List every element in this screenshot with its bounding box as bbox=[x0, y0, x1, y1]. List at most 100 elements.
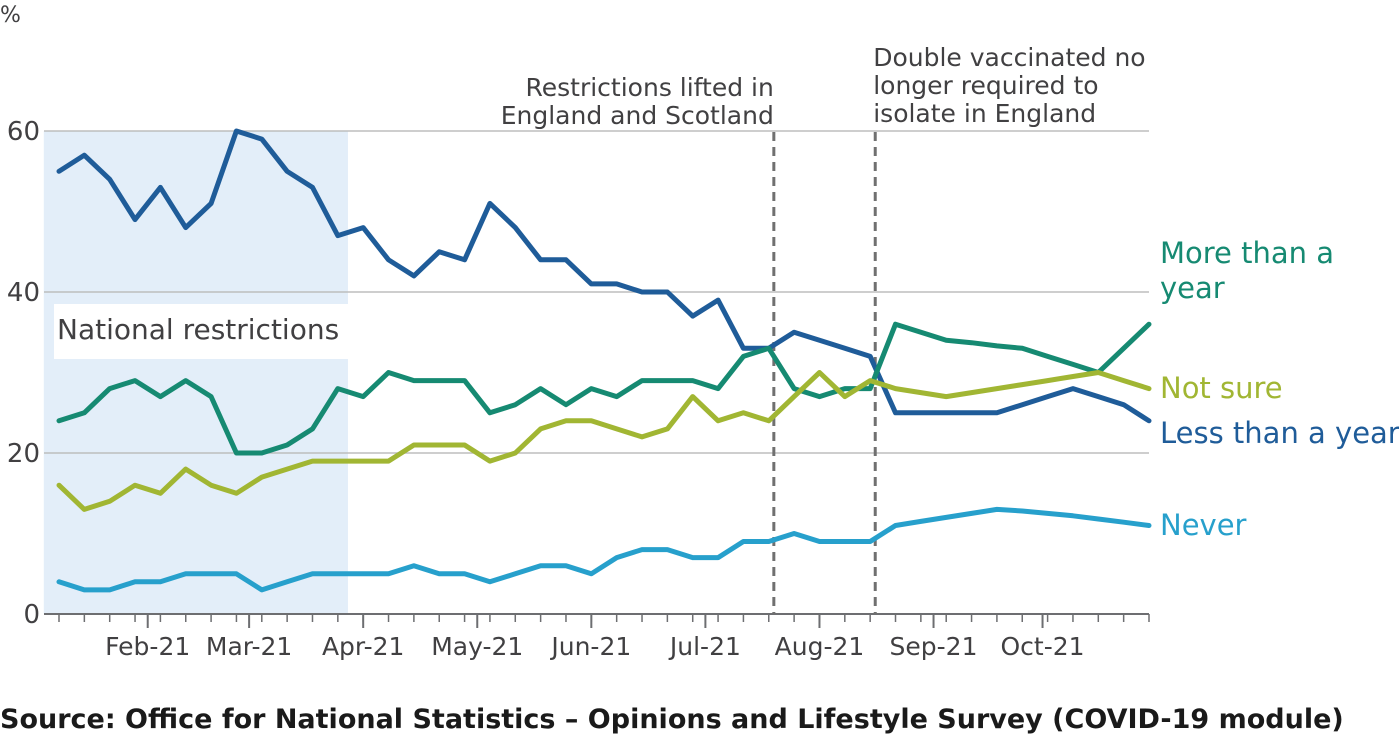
data-point-less-than-a-year bbox=[83, 154, 86, 156]
data-point-never bbox=[260, 589, 263, 591]
data-point-not-sure bbox=[920, 391, 922, 394]
data-point-less-than-a-year bbox=[514, 226, 517, 229]
data-point-less-than-a-year bbox=[590, 283, 593, 285]
data-point-never bbox=[413, 564, 415, 567]
data-point-more-than-a-year bbox=[691, 379, 694, 382]
data-point-less-than-a-year bbox=[311, 186, 314, 189]
data-point-more-than-a-year bbox=[413, 379, 415, 382]
data-point-not-sure bbox=[742, 411, 745, 414]
data-point-never bbox=[210, 572, 212, 575]
data-point-less-than-a-year bbox=[159, 186, 162, 189]
data-point-less-than-a-year bbox=[260, 138, 263, 140]
data-point-more-than-a-year bbox=[286, 444, 288, 446]
data-point-not-sure bbox=[945, 395, 948, 398]
x-tick-label-May-21: May-21 bbox=[431, 632, 523, 661]
data-point-not-sure bbox=[337, 460, 339, 462]
series-points-less-than-a-year bbox=[58, 130, 1150, 422]
data-point-more-than-a-year bbox=[793, 387, 795, 390]
data-point-never bbox=[920, 520, 922, 523]
data-point-not-sure bbox=[260, 476, 263, 478]
data-point-never bbox=[818, 540, 821, 543]
data-point-more-than-a-year bbox=[260, 452, 263, 454]
data-point-not-sure bbox=[641, 436, 643, 438]
data-point-less-than-a-year bbox=[1021, 403, 1024, 406]
data-point-not-sure bbox=[159, 492, 162, 495]
data-point-not-sure bbox=[184, 468, 187, 470]
series-line-less-than-a-year bbox=[56, 128, 1152, 424]
data-point-never bbox=[514, 572, 517, 575]
data-point-more-than-a-year bbox=[210, 395, 212, 398]
data-point-never bbox=[1122, 521, 1125, 524]
data-point-less-than-a-year bbox=[818, 339, 821, 342]
series-end-label-more-than-a-year: More than a bbox=[1160, 236, 1334, 270]
data-point-not-sure bbox=[1046, 379, 1049, 382]
data-point-less-than-a-year bbox=[413, 275, 415, 277]
data-point-not-sure bbox=[413, 444, 415, 446]
series-points-more-than-a-year bbox=[58, 323, 1150, 454]
data-point-not-sure bbox=[1148, 387, 1150, 390]
data-point-never bbox=[286, 581, 288, 583]
data-point-more-than-a-year bbox=[184, 379, 187, 382]
data-point-never bbox=[996, 508, 998, 511]
data-point-less-than-a-year bbox=[286, 170, 288, 173]
data-point-not-sure bbox=[590, 420, 593, 422]
data-point-not-sure bbox=[793, 395, 795, 398]
data-point-never bbox=[311, 572, 314, 575]
data-point-never bbox=[742, 540, 745, 543]
national-restrictions-label: National restrictions bbox=[57, 313, 339, 346]
data-point-not-sure bbox=[83, 508, 86, 511]
data-point-never bbox=[767, 540, 770, 543]
data-point-never bbox=[159, 581, 162, 583]
data-point-more-than-a-year bbox=[615, 395, 618, 398]
data-point-less-than-a-year bbox=[641, 291, 643, 293]
x-tick-label-Jul-21: Jul-21 bbox=[668, 632, 741, 661]
data-point-not-sure bbox=[58, 484, 60, 487]
data-point-more-than-a-year bbox=[362, 395, 364, 398]
data-point-never bbox=[844, 540, 846, 543]
data-point-less-than-a-year bbox=[210, 202, 212, 205]
data-point-less-than-a-year bbox=[184, 226, 187, 229]
data-point-not-sure bbox=[1097, 371, 1100, 374]
data-point-never bbox=[869, 540, 871, 543]
data-point-not-sure bbox=[615, 428, 618, 430]
data-point-less-than-a-year bbox=[58, 170, 60, 173]
data-point-more-than-a-year bbox=[565, 403, 567, 406]
data-point-not-sure bbox=[717, 420, 719, 422]
data-point-not-sure bbox=[311, 460, 314, 462]
data-point-not-sure bbox=[818, 371, 821, 374]
series-end-label-never: Never bbox=[1160, 508, 1247, 542]
source-note: Source: Office for National Statistics –… bbox=[0, 704, 1344, 735]
data-point-more-than-a-year bbox=[539, 387, 542, 390]
data-point-less-than-a-year bbox=[539, 259, 542, 261]
data-point-never bbox=[387, 572, 390, 575]
data-point-more-than-a-year bbox=[894, 323, 897, 326]
data-point-never bbox=[666, 548, 669, 551]
data-point-not-sure bbox=[108, 500, 111, 503]
data-point-less-than-a-year bbox=[666, 291, 669, 293]
data-point-not-sure bbox=[894, 387, 897, 390]
series-points-never bbox=[58, 508, 1150, 591]
data-point-more-than-a-year bbox=[945, 339, 948, 342]
y-tick-label-60: 60 bbox=[7, 117, 40, 147]
data-point-less-than-a-year bbox=[894, 411, 897, 414]
data-point-not-sure bbox=[438, 444, 441, 446]
data-point-not-sure bbox=[235, 492, 238, 495]
data-point-never bbox=[58, 581, 60, 583]
data-point-less-than-a-year bbox=[920, 411, 922, 414]
x-tick-label-Oct-21: Oct-21 bbox=[1001, 632, 1085, 661]
data-point-not-sure bbox=[666, 428, 669, 430]
data-point-less-than-a-year bbox=[565, 259, 567, 261]
data-point-less-than-a-year bbox=[844, 347, 846, 350]
data-point-never bbox=[793, 532, 795, 535]
data-point-never bbox=[590, 572, 593, 575]
data-point-never bbox=[83, 589, 86, 591]
data-point-not-sure bbox=[489, 460, 491, 462]
data-point-more-than-a-year bbox=[438, 379, 441, 382]
data-point-less-than-a-year bbox=[438, 250, 441, 253]
series-points-not-sure bbox=[58, 371, 1150, 511]
data-point-less-than-a-year bbox=[970, 411, 973, 414]
x-tick-label-Aug-21: Aug-21 bbox=[775, 632, 865, 661]
data-point-less-than-a-year bbox=[717, 299, 719, 301]
data-point-less-than-a-year bbox=[337, 234, 339, 237]
data-point-never bbox=[184, 572, 187, 575]
